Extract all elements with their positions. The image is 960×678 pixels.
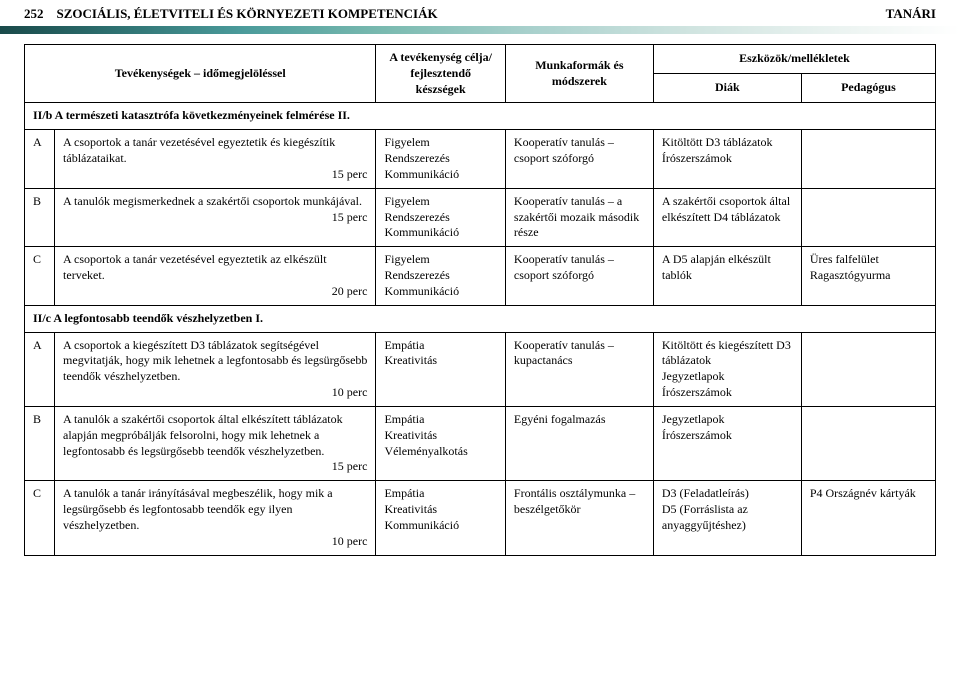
row-method: Frontális osztálymunka – beszélgetőkör — [505, 481, 653, 555]
activity-text: A tanulók a szakértői csoportok által el… — [63, 412, 343, 458]
row-diak: Jegyzetlapok Írószerszámok — [653, 406, 801, 480]
row-label: C — [25, 481, 55, 555]
row-label: A — [25, 332, 55, 406]
activity-text: A tanulók megismerkednek a szakértői cso… — [63, 194, 362, 208]
row-diak: Kitöltött és kiegészített D3 táblázatok … — [653, 332, 801, 406]
th-activity: Tevékenységek – időmegjelöléssel — [25, 45, 376, 103]
row-ped: P4 Országnév kártyák — [801, 481, 935, 555]
row-label: B — [25, 188, 55, 246]
th-tools: Eszközök/mellékletek — [653, 45, 935, 74]
row-goal: Figyelem Rendszerezés Kommunikáció — [376, 247, 505, 305]
row-goal: Empátia Kreativitás Kommunikáció — [376, 481, 505, 555]
activity-time: 20 perc — [332, 284, 368, 300]
row-method: Egyéni fogalmazás — [505, 406, 653, 480]
row-activity: A tanulók a szakértői csoportok által el… — [55, 406, 376, 480]
row-label: B — [25, 406, 55, 480]
section-title: II/b A természeti katasztrófa következmé… — [25, 103, 936, 130]
activity-time: 15 perc — [332, 459, 368, 475]
row-method: Kooperatív tanulás – kupactanács — [505, 332, 653, 406]
lesson-table: Tevékenységek – időmegjelöléssel A tevék… — [24, 44, 936, 556]
activity-text: A csoportok a tanár vezetésével egyeztet… — [63, 135, 335, 165]
activity-text: A csoportok a tanár vezetésével egyeztet… — [63, 252, 327, 282]
header-role: TANÁRI — [886, 6, 936, 22]
row-method: Kooperatív tanulás – a szakértői mozaik … — [505, 188, 653, 246]
th-ped: Pedagógus — [801, 74, 935, 103]
table-head: Tevékenységek – időmegjelöléssel A tevék… — [25, 45, 936, 103]
row-ped — [801, 406, 935, 480]
th-goal: A tevékenység célja/ fejlesztendő készsé… — [376, 45, 505, 103]
table-row: B A tanulók megismerkednek a szakértői c… — [25, 188, 936, 246]
row-activity: A csoportok a tanár vezetésével egyeztet… — [55, 247, 376, 305]
row-label: C — [25, 247, 55, 305]
header-title: SZOCIÁLIS, ÉLETVITELI ÉS KÖRNYEZETI KOMP… — [57, 6, 438, 21]
section-row: II/c A legfontosabb teendők vészhelyzetb… — [25, 305, 936, 332]
table-row: C A tanulók a tanár irányításával megbes… — [25, 481, 936, 555]
table-row: B A tanulók a szakértői csoportok által … — [25, 406, 936, 480]
table-row: A A csoportok a kiegészített D3 táblázat… — [25, 332, 936, 406]
row-goal: Figyelem Rendszerezés Kommunikáció — [376, 130, 505, 188]
row-ped — [801, 130, 935, 188]
gradient-bar — [0, 26, 960, 34]
row-activity: A csoportok a tanár vezetésével egyeztet… — [55, 130, 376, 188]
activity-text: A tanulók a tanár irányításával megbeszé… — [63, 486, 333, 532]
row-method: Kooperatív tanulás – csoport szóforgó — [505, 247, 653, 305]
row-diak: Kitöltött D3 táblázatok Írószerszámok — [653, 130, 801, 188]
row-diak: D3 (Feladatleírás) D5 (Forráslista az an… — [653, 481, 801, 555]
table-row: C A csoportok a tanár vezetésével egyezt… — [25, 247, 936, 305]
row-label: A — [25, 130, 55, 188]
activity-time: 10 perc — [332, 385, 368, 401]
row-diak: A D5 alapján elkészült tablók — [653, 247, 801, 305]
row-goal: Figyelem Rendszerezés Kommunikáció — [376, 188, 505, 246]
row-goal: Empátia Kreativitás Véleményalkotás — [376, 406, 505, 480]
th-diak: Diák — [653, 74, 801, 103]
row-activity: A tanulók a tanár irányításával megbeszé… — [55, 481, 376, 555]
row-activity: A csoportok a kiegészített D3 táblázatok… — [55, 332, 376, 406]
activity-time: 15 perc — [332, 167, 368, 183]
row-ped — [801, 332, 935, 406]
header-left: 252 SZOCIÁLIS, ÉLETVITELI ÉS KÖRNYEZETI … — [24, 6, 438, 22]
row-ped: Üres falfelület Ragasztógyurma — [801, 247, 935, 305]
activity-time: 10 perc — [332, 534, 368, 550]
activity-text: A csoportok a kiegészített D3 táblázatok… — [63, 338, 367, 384]
th-method: Munkaformák és módszerek — [505, 45, 653, 103]
page-header: 252 SZOCIÁLIS, ÉLETVITELI ÉS KÖRNYEZETI … — [0, 0, 960, 26]
row-goal: Empátia Kreativitás — [376, 332, 505, 406]
page-number: 252 — [24, 6, 44, 21]
row-activity: A tanulók megismerkednek a szakértői cso… — [55, 188, 376, 246]
row-ped — [801, 188, 935, 246]
row-method: Kooperatív tanulás – csoport szóforgó — [505, 130, 653, 188]
section-row: II/b A természeti katasztrófa következmé… — [25, 103, 936, 130]
table-row: A A csoportok a tanár vezetésével egyezt… — [25, 130, 936, 188]
activity-time: 15 perc — [332, 210, 368, 226]
row-diak: A szakértői csoportok által elkészített … — [653, 188, 801, 246]
section-title: II/c A legfontosabb teendők vészhelyzetb… — [25, 305, 936, 332]
